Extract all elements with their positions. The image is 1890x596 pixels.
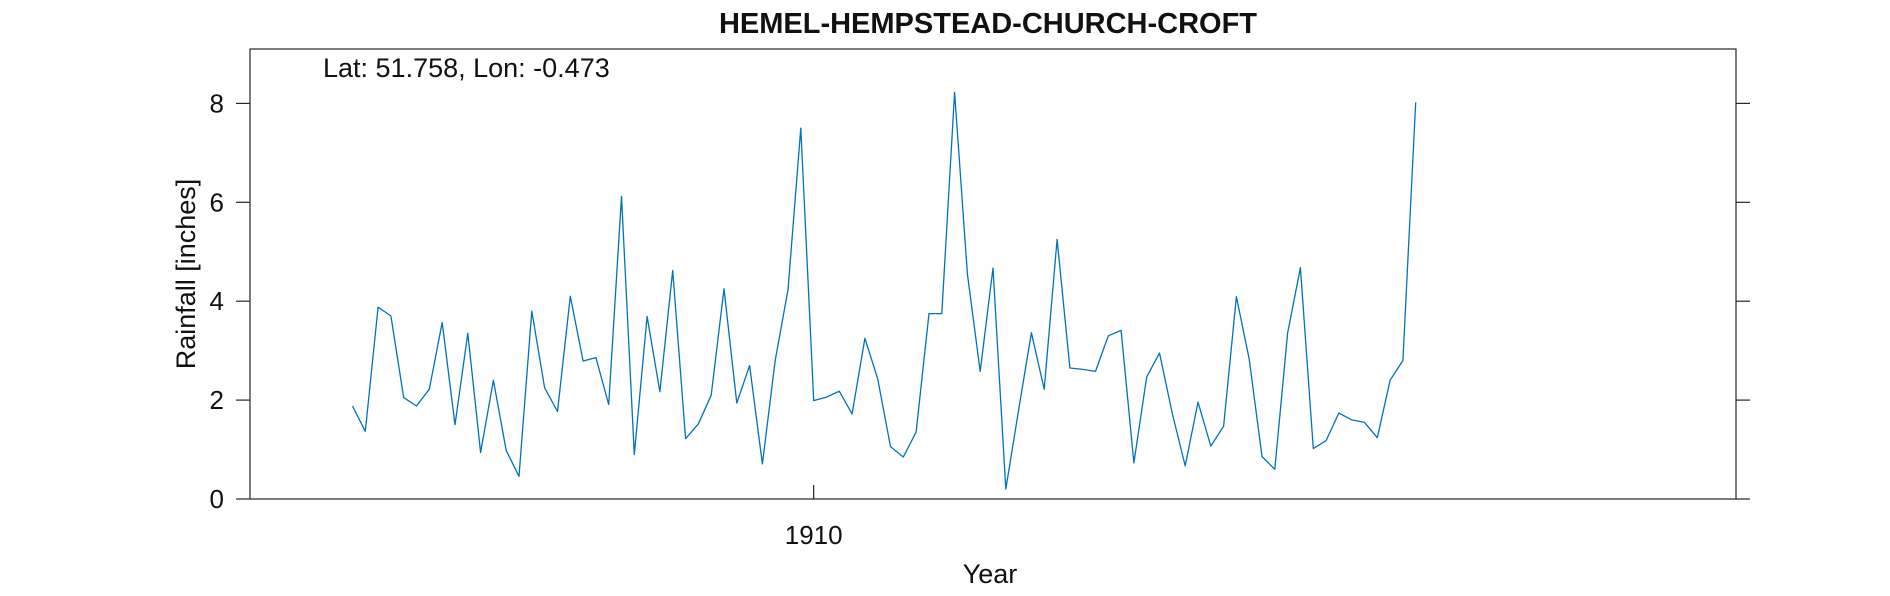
y-tick-label: 0 [210,484,224,514]
chart-title: HEMEL-HEMPSTEAD-CHURCH-CROFT [719,8,1257,40]
x-tick-label: 1910 [785,520,843,550]
y-axis-label: Rainfall [inches] [171,179,201,370]
plot-area-frame [249,48,1737,500]
y-tick-label: 4 [210,286,224,316]
y-axis-ticks: 0 2 4 6 8 [210,88,1750,514]
x-axis-label: Year [963,559,1018,589]
rainfall-series-line [351,91,1417,490]
location-annotation: Lat: 51.758, Lon: -0.473 [323,53,610,83]
y-tick-label: 8 [210,88,224,118]
y-tick-label: 6 [210,187,224,217]
x-axis-ticks: 1910 [785,485,843,550]
y-tick-label: 2 [210,385,224,415]
